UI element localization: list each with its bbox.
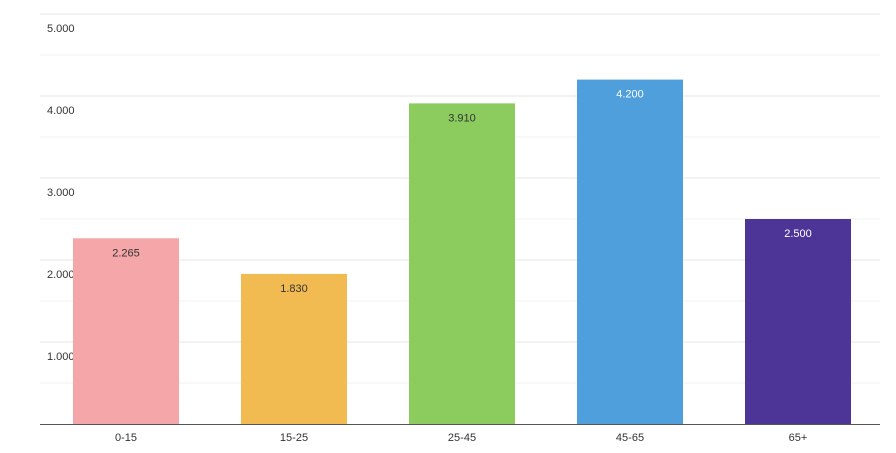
y-axis-ticks: 1.000 2.000 3.000 4.000 5.000 (47, 23, 75, 363)
data-label: 4.200 (616, 89, 644, 101)
data-label: 1.830 (280, 283, 308, 295)
bar-15-25 (241, 273, 347, 424)
data-labels: 2.265 1.830 3.910 4.200 2.500 (112, 89, 812, 295)
x-category-label: 45-65 (616, 432, 644, 444)
x-category-label: 65+ (789, 432, 808, 444)
bars (73, 79, 851, 424)
y-tick-label: 2.000 (47, 269, 75, 281)
x-axis-categories: 0-15 15-25 25-45 45-65 65+ (115, 432, 807, 444)
y-tick-label: 5.000 (47, 23, 75, 35)
x-category-label: 25-45 (448, 432, 476, 444)
y-tick-label: 4.000 (47, 105, 75, 117)
data-label: 3.910 (448, 112, 476, 124)
y-tick-label: 1.000 (47, 351, 75, 363)
data-label: 2.265 (112, 247, 140, 259)
bar-65+ (745, 219, 851, 424)
bar-25-45 (409, 103, 515, 424)
x-category-label: 0-15 (115, 432, 137, 444)
data-label: 2.500 (784, 228, 812, 240)
y-tick-label: 3.000 (47, 187, 75, 199)
x-category-label: 15-25 (280, 432, 308, 444)
bar-45-65 (577, 79, 683, 424)
bar-0-15 (73, 238, 179, 424)
